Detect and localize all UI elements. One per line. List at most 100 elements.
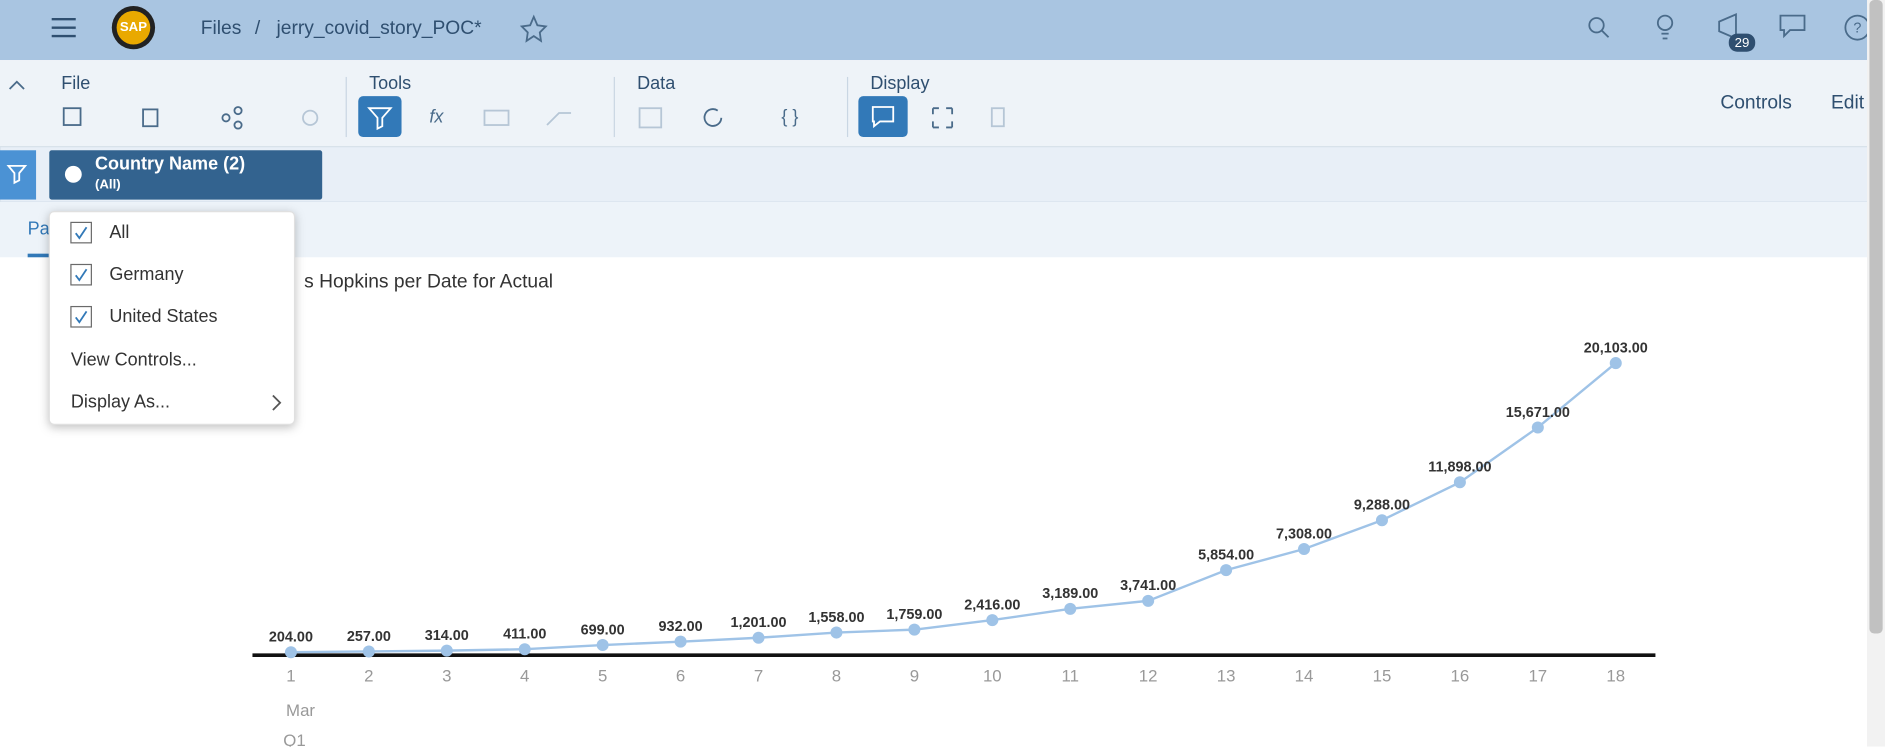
x-tick-label: 16 — [1451, 666, 1470, 685]
data-label: 204.00 — [269, 630, 313, 646]
checkbox[interactable] — [70, 221, 92, 244]
x-tick-label: 3 — [442, 666, 451, 685]
script-icon[interactable]: { } — [781, 107, 798, 127]
data-point[interactable] — [518, 643, 531, 656]
checkmark — [75, 226, 88, 240]
data-label: 3,189.00 — [1042, 586, 1098, 602]
x-tick-label: 18 — [1606, 666, 1625, 685]
data-label: 7,308.00 — [1276, 526, 1332, 542]
menu-item[interactable]: Germany — [109, 264, 183, 284]
data-point[interactable] — [1220, 564, 1233, 577]
data-point[interactable] — [284, 646, 297, 659]
bookmark-icon — [990, 107, 1005, 128]
data-label: 1,201.00 — [730, 615, 786, 631]
data-label: 411.00 — [503, 627, 546, 643]
data-point[interactable] — [908, 623, 921, 636]
data-point[interactable] — [362, 645, 375, 658]
x-tick-label: 1 — [286, 666, 295, 685]
filter-button[interactable] — [358, 96, 402, 138]
data-point[interactable] — [986, 614, 999, 627]
x-tick-label: 15 — [1373, 666, 1392, 685]
data-point[interactable] — [1453, 476, 1466, 489]
copy-icon[interactable] — [142, 108, 159, 128]
x-tick-label: 9 — [910, 666, 919, 685]
refresh-icon[interactable] — [703, 108, 723, 127]
search-icon[interactable] — [1588, 17, 1610, 38]
collapse-toolbar[interactable] — [8, 80, 25, 90]
logo-inner — [116, 10, 151, 45]
notification-count: 29 — [1735, 35, 1750, 50]
dropdown-menu: All Germany United States View Controls... D… — [48, 210, 296, 425]
filter-token-title: Country Name (2) — [95, 153, 245, 173]
x-tick-label: 6 — [676, 666, 685, 685]
menu-action[interactable]: Display As... — [71, 392, 170, 412]
data-point[interactable] — [1298, 542, 1311, 556]
add-filter-glyph — [6, 165, 28, 185]
chat-icon[interactable] — [1779, 14, 1806, 39]
data-point[interactable] — [1142, 594, 1155, 607]
menu-item[interactable]: All — [109, 222, 129, 242]
favorite-star[interactable] — [519, 14, 548, 43]
x-tick-label: 4 — [520, 666, 529, 685]
edit-button[interactable]: Edit — [1831, 92, 1865, 113]
checkmark — [75, 310, 88, 324]
dimension-icon — [64, 165, 82, 183]
logo-text: SAP — [120, 19, 147, 34]
file-name: jerry_covid_story_POC* — [276, 18, 483, 39]
data-icon — [638, 107, 663, 129]
toolbar — [0, 60, 1885, 147]
add-filter-button[interactable] — [0, 150, 37, 200]
x-tick-label: 8 — [832, 666, 841, 685]
data-point[interactable] — [1375, 514, 1388, 527]
data-point[interactable] — [674, 635, 687, 648]
filter-token[interactable] — [49, 150, 323, 200]
tab-bar — [0, 201, 1885, 258]
idea-icon[interactable] — [1656, 14, 1674, 40]
section-label: Tools — [369, 73, 411, 93]
checkbox[interactable] — [70, 305, 92, 328]
x-tick-label: 13 — [1217, 666, 1236, 685]
menu-action[interactable]: View Controls... — [71, 349, 197, 369]
chart-title: s Hopkins per Date for Actual — [304, 272, 553, 293]
page-tab[interactable]: Pa — [28, 218, 51, 238]
data-label: 3,741.00 — [1120, 578, 1176, 594]
fullscreen-icon[interactable] — [932, 107, 954, 129]
section-label: Data — [637, 73, 676, 93]
data-label: 699.00 — [581, 622, 625, 638]
data-label: 1,558.00 — [808, 610, 864, 626]
link-icon — [546, 112, 572, 126]
data-label: 20,103.00 — [1584, 340, 1648, 356]
data-label: 257.00 — [347, 629, 391, 645]
menu-item[interactable]: United States — [109, 306, 217, 326]
data-point[interactable] — [440, 644, 453, 657]
comment-button[interactable] — [858, 96, 908, 138]
submenu-chevron — [272, 394, 282, 411]
data-point[interactable] — [1531, 421, 1544, 434]
checkbox[interactable] — [70, 263, 92, 286]
line — [290, 362, 1617, 654]
breadcrumb-root[interactable]: Files — [201, 18, 242, 39]
scrollbar-thumb[interactable] — [1869, 0, 1883, 634]
controls-button[interactable]: Controls — [1720, 92, 1792, 113]
data-point[interactable] — [596, 639, 609, 652]
shell-bar — [0, 0, 1885, 61]
share-icon[interactable] — [221, 106, 243, 130]
filter-token-subtitle: (All) — [95, 177, 121, 192]
formula-icon[interactable]: fx — [429, 107, 444, 127]
help-glyph: ? — [1853, 21, 1861, 37]
data-point[interactable] — [752, 631, 765, 644]
checkmark — [75, 268, 88, 282]
data-point[interactable] — [1064, 602, 1077, 615]
save-icon[interactable] — [62, 107, 82, 126]
data-label: 5,854.00 — [1198, 548, 1254, 564]
data-point[interactable] — [830, 626, 843, 639]
menu-button[interactable] — [51, 18, 76, 38]
section-label: Display — [870, 73, 929, 93]
undo-icon — [302, 109, 319, 126]
data-point[interactable] — [1609, 357, 1622, 370]
x-tick-label: 11 — [1061, 666, 1078, 685]
x-tick-label: 7 — [754, 666, 763, 685]
x-tick-label: 10 — [983, 666, 1002, 685]
data-label: 314.00 — [425, 628, 469, 644]
